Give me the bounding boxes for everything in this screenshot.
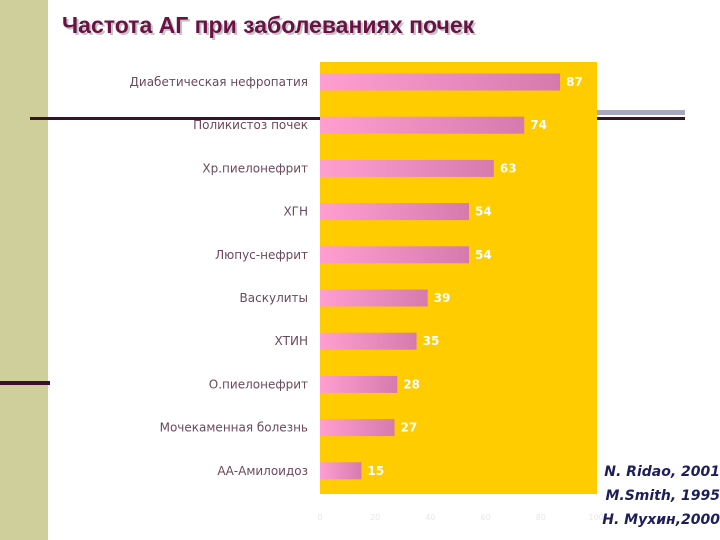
bar-6 [320, 289, 428, 307]
value-label-5: 54 [475, 248, 492, 262]
value-label-6: 39 [434, 291, 451, 305]
x-tick-label-3: 40 [425, 513, 435, 522]
bar-5 [320, 246, 470, 264]
category-label-10: АА-Амилоидоз [217, 464, 308, 478]
citation-2: M.Smith, 1995 [605, 488, 720, 504]
category-label-8: О.пиелонефрит [209, 377, 308, 391]
category-label-2: Поликистоз почек [193, 118, 308, 132]
bar-3 [320, 159, 494, 177]
citation-1: N. Ridao, 2001 [604, 464, 720, 480]
x-tick-label-4: 60 [481, 513, 491, 522]
category-labels-group: Диабетическая нефропатия Поликистоз почек… [130, 75, 308, 478]
category-label-6: Васкулиты [240, 291, 308, 305]
citations: N. Ridao, 2001 M.Smith, 1995 Н. Мухин,20… [570, 460, 720, 532]
top-rule-shadow [596, 110, 685, 115]
x-tick-labels-group: 0 20 40 60 80 100 [317, 513, 603, 522]
category-label-9: Мочекаменная болезнь [160, 421, 308, 435]
bar-7 [320, 332, 417, 350]
x-tick-label-6: 100 [588, 513, 603, 522]
category-label-5: Люпус-нефрит [215, 248, 308, 262]
category-label-3: Хр.пиелонефрит [202, 161, 308, 175]
category-label-7: ХТИН [274, 334, 308, 348]
bar-1 [320, 73, 561, 91]
x-tick-label-5: 80 [536, 513, 546, 522]
bars-group [320, 73, 561, 480]
bar-9 [320, 419, 395, 437]
value-label-7: 35 [423, 334, 440, 348]
value-label-9: 27 [401, 421, 418, 435]
category-label-4: ХГН [283, 205, 308, 219]
side-decor-strip [0, 0, 48, 540]
bar-8 [320, 375, 398, 393]
value-label-4: 54 [475, 205, 492, 219]
value-label-10: 15 [367, 464, 384, 478]
bar-10 [320, 462, 362, 480]
category-label-1: Диабетическая нефропатия [130, 75, 308, 89]
bar-2 [320, 116, 525, 134]
x-tick-label-1: 0 [317, 513, 322, 522]
value-label-1: 87 [566, 75, 583, 89]
x-tick-label-2: 20 [370, 513, 380, 522]
value-label-2: 74 [530, 118, 547, 132]
value-label-3: 63 [500, 161, 517, 175]
citation-3: Н. Мухин,2000 [602, 512, 720, 528]
slide-title: Частота АГ при заболеваниях почек [62, 12, 475, 38]
bar-4 [320, 203, 470, 221]
left-divider-rule [0, 381, 50, 385]
value-labels-group: 87 74 63 54 54 39 35 28 27 15 [367, 75, 582, 478]
value-label-8: 28 [403, 377, 420, 391]
